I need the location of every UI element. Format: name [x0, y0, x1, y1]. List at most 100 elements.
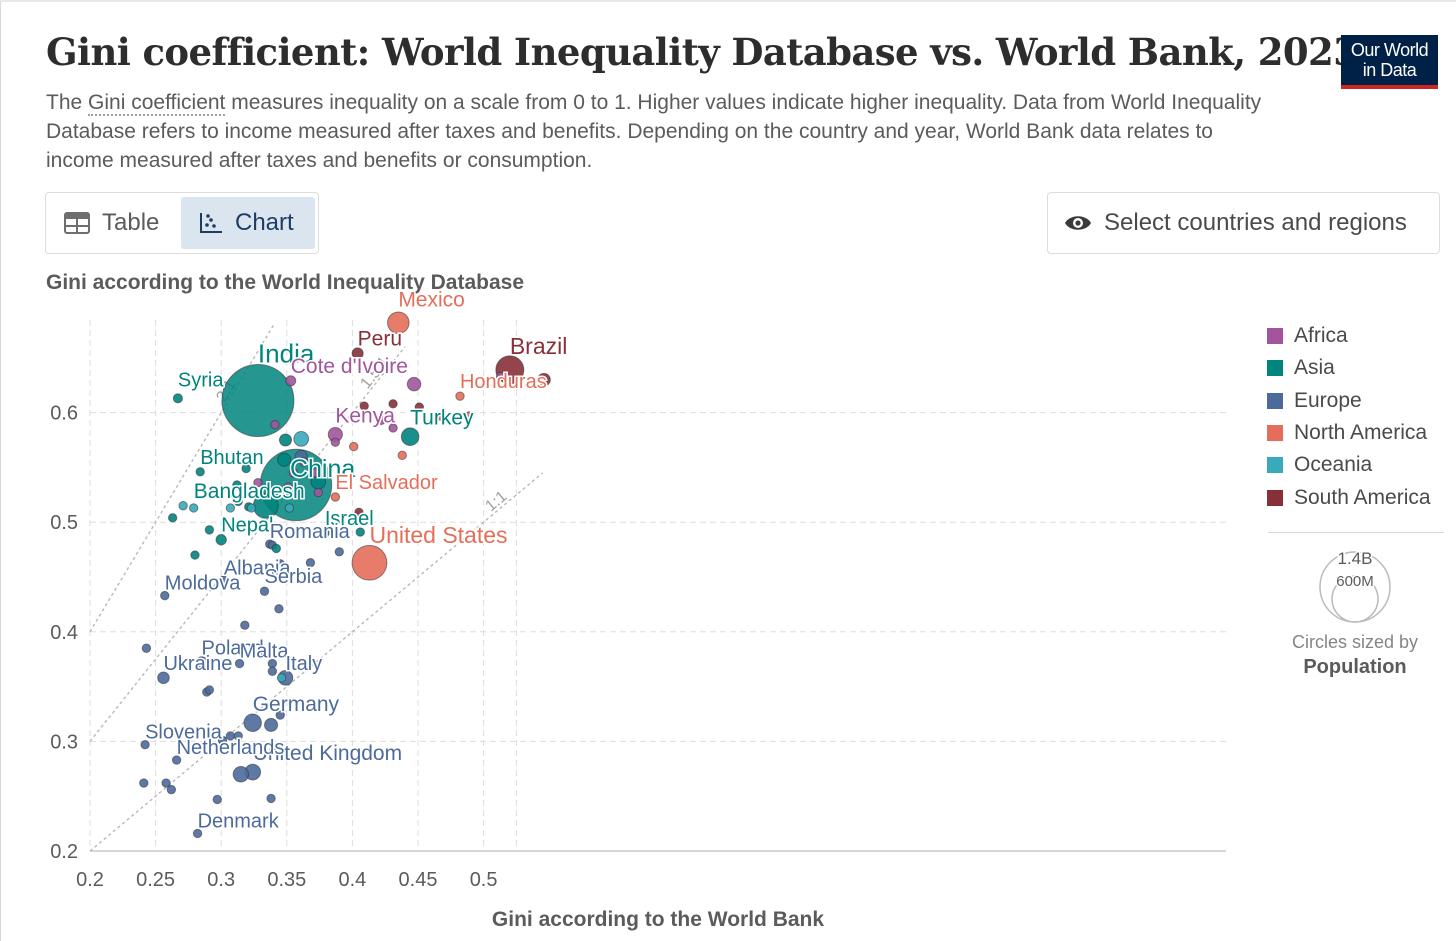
data-point[interactable]	[293, 431, 310, 447]
data-point[interactable]	[275, 559, 285, 569]
point-label: Kenya	[335, 405, 395, 428]
data-point[interactable]	[309, 468, 320, 478]
data-point[interactable]	[277, 452, 292, 467]
point-serbia[interactable]	[259, 586, 270, 596]
data-point[interactable]	[204, 525, 215, 535]
our-world-in-data-logo[interactable]: Our World in Data	[1341, 35, 1438, 89]
data-point[interactable]	[495, 371, 506, 382]
point-label: Turkey	[410, 407, 474, 430]
point-syria[interactable]	[172, 393, 183, 404]
data-point[interactable]	[167, 513, 178, 523]
point-turkey[interactable]	[400, 427, 420, 446]
data-point[interactable]	[313, 487, 323, 498]
data-point[interactable]	[283, 482, 293, 492]
point-nepal[interactable]	[215, 534, 227, 546]
data-point[interactable]	[397, 450, 407, 461]
data-point[interactable]	[166, 784, 177, 795]
data-point[interactable]	[278, 433, 293, 447]
y-tick-label: 0.6	[50, 403, 78, 425]
point-label: El Salvador	[335, 472, 438, 494]
data-point[interactable]	[233, 731, 243, 741]
data-point[interactable]	[299, 457, 309, 467]
data-point[interactable]	[274, 604, 284, 614]
point-slovenia[interactable]	[140, 739, 150, 750]
point-malta[interactable]	[234, 658, 245, 669]
gini-coefficient-link[interactable]: Gini coefficient	[88, 91, 226, 116]
logo-line-2: in Data	[1362, 60, 1417, 80]
data-point[interactable]	[212, 794, 222, 805]
data-point[interactable]	[276, 673, 287, 683]
data-point[interactable]	[349, 441, 359, 452]
point-bhutan[interactable]	[195, 467, 205, 477]
data-point[interactable]	[240, 620, 250, 630]
point-label: Nepal	[221, 515, 273, 537]
data-point[interactable]	[204, 685, 215, 695]
point-denmark[interactable]	[192, 828, 203, 839]
point-netherlands[interactable]	[171, 755, 182, 765]
data-point[interactable]	[253, 478, 263, 488]
point-albania[interactable]	[219, 575, 229, 585]
data-point[interactable]	[305, 558, 316, 568]
size-legend-divider	[1268, 532, 1444, 533]
data-point[interactable]	[406, 376, 422, 392]
point-united-states[interactable]	[351, 544, 388, 581]
point-el-salvador[interactable]	[330, 492, 341, 502]
data-point[interactable]	[178, 501, 188, 511]
select-countries-button[interactable]: Select countries and regions	[1047, 192, 1440, 254]
point-cote-d-ivoire[interactable]	[285, 375, 297, 387]
point-india[interactable]	[221, 364, 295, 438]
data-point[interactable]	[264, 717, 279, 732]
point-label: Cote d'Ivoire	[291, 355, 408, 378]
data-point[interactable]	[267, 666, 278, 676]
data-point[interactable]	[414, 402, 425, 412]
data-point[interactable]	[388, 423, 398, 433]
data-point[interactable]	[139, 778, 149, 788]
point-mexico[interactable]	[387, 311, 410, 334]
data-point[interactable]	[266, 793, 276, 804]
data-point[interactable]	[355, 527, 365, 537]
legend-item-south-america[interactable]: South America	[1267, 481, 1431, 513]
data-point[interactable]	[271, 543, 282, 554]
subtitle-post: measures inequality on a scale from 0 to…	[46, 91, 1262, 172]
point-peru[interactable]	[351, 347, 364, 360]
data-point[interactable]	[537, 372, 551, 387]
data-point[interactable]	[188, 503, 199, 513]
data-point[interactable]	[190, 550, 200, 560]
data-point[interactable]	[141, 643, 152, 653]
point-honduras[interactable]	[455, 391, 465, 401]
point-label: Albania	[224, 557, 292, 579]
data-point[interactable]	[270, 419, 280, 430]
data-point[interactable]	[334, 547, 344, 557]
tab-table[interactable]: Table	[50, 197, 180, 249]
legend-item-asia[interactable]: Asia	[1267, 352, 1431, 384]
data-point[interactable]	[225, 503, 236, 513]
data-point[interactable]	[354, 507, 364, 518]
legend-item-europe[interactable]: Europe	[1267, 385, 1431, 417]
data-point[interactable]	[376, 415, 386, 425]
data-point[interactable]	[161, 778, 171, 788]
tab-chart[interactable]: Chart	[181, 197, 315, 249]
point-germany[interactable]	[243, 713, 262, 732]
data-point[interactable]	[217, 735, 228, 746]
point-poland[interactable]	[195, 656, 208, 669]
data-point[interactable]	[435, 411, 446, 421]
point-israel[interactable]	[320, 528, 330, 538]
data-point[interactable]	[233, 496, 243, 507]
legend-item-africa[interactable]: Africa	[1267, 320, 1431, 352]
data-point[interactable]	[288, 468, 299, 478]
data-point[interactable]	[241, 463, 251, 474]
data-point[interactable]	[284, 503, 295, 513]
data-point[interactable]	[359, 401, 369, 411]
point-ukraine[interactable]	[157, 671, 170, 685]
data-point[interactable]	[232, 766, 250, 783]
data-point[interactable]	[246, 503, 257, 513]
data-point[interactable]	[330, 437, 341, 447]
legend-item-oceania[interactable]: Oceania	[1267, 449, 1431, 481]
size-variable: Population	[1303, 656, 1407, 678]
point-moldova[interactable]	[160, 590, 170, 601]
data-point[interactable]	[232, 480, 242, 490]
data-point[interactable]	[275, 710, 285, 720]
legend-item-north-america[interactable]: North America	[1267, 417, 1431, 449]
data-point[interactable]	[388, 399, 398, 409]
data-point[interactable]	[464, 411, 474, 421]
